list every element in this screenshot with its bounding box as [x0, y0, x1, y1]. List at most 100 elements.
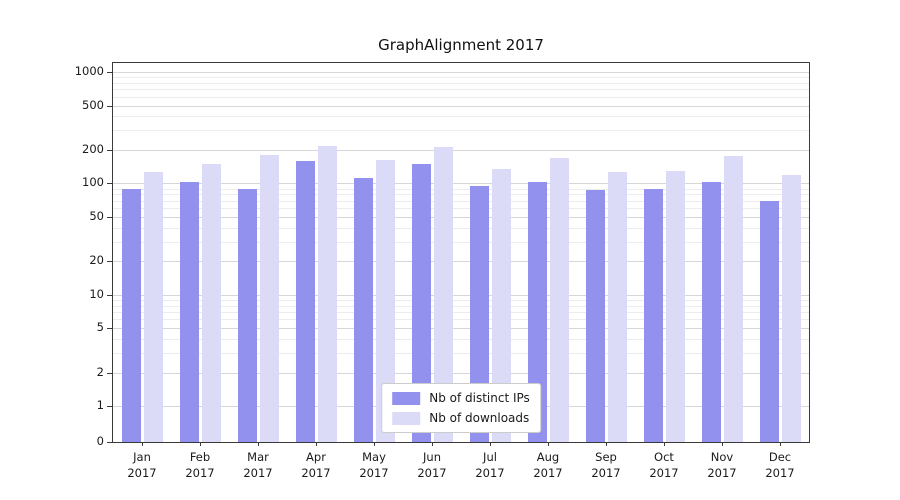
- y-tick-label: 1000: [74, 64, 104, 79]
- gridline: [113, 188, 809, 190]
- bar-downloads: [317, 146, 337, 442]
- y-tick-mark: [107, 149, 112, 151]
- x-tick-mark: [316, 442, 317, 446]
- legend: Nb of distinct IPs Nb of downloads: [381, 383, 541, 433]
- bar-distinct-ips: [759, 200, 779, 442]
- gridline: [113, 208, 809, 210]
- bar-downloads: [665, 170, 685, 442]
- bar-distinct-ips: [411, 163, 431, 442]
- x-tick-mark: [606, 442, 607, 446]
- gridline: [113, 149, 809, 151]
- bar-downloads: [549, 157, 569, 442]
- x-tick-mark: [722, 442, 723, 446]
- bar-distinct-ips: [121, 188, 141, 442]
- x-tick-mark: [200, 442, 201, 446]
- bar-downloads: [607, 172, 627, 442]
- y-tick-label: 10: [89, 286, 104, 301]
- bar-distinct-ips: [353, 177, 373, 442]
- bar-downloads: [375, 159, 395, 442]
- bar-downloads: [433, 147, 453, 442]
- gridline: [113, 130, 809, 132]
- x-tick-mark: [374, 442, 375, 446]
- y-tick-label: 20: [89, 253, 104, 268]
- x-tick-mark: [490, 442, 491, 446]
- gridline: [113, 200, 809, 202]
- y-tick-label: 200: [82, 141, 104, 156]
- y-tick-mark: [107, 406, 112, 407]
- gridline: [113, 96, 809, 98]
- gridline: [113, 299, 809, 301]
- gridline: [113, 261, 809, 263]
- bar-distinct-ips: [295, 160, 315, 442]
- gridline: [113, 216, 809, 218]
- bar-distinct-ips: [469, 185, 489, 442]
- x-tick-label: Mar 2017: [243, 450, 273, 480]
- y-tick-mark: [107, 372, 112, 374]
- y-tick-mark: [107, 294, 112, 296]
- gridline: [113, 352, 809, 354]
- y-tick-label: 1: [96, 398, 104, 412]
- legend-swatch-distinct-ips: [392, 391, 421, 405]
- gridline: [113, 227, 809, 229]
- y-tick-label: 2: [96, 364, 104, 379]
- y-tick-mark: [107, 442, 112, 443]
- gridline: [113, 319, 809, 321]
- x-tick-label: Oct 2017: [649, 450, 679, 480]
- y-tick-label: 5: [96, 320, 104, 335]
- gridline: [113, 89, 809, 91]
- x-tick-label: Jun 2017: [417, 450, 447, 480]
- x-tick-mark: [780, 442, 781, 446]
- gridline: [113, 194, 809, 196]
- bar-downloads: [723, 155, 743, 442]
- x-tick-mark: [432, 442, 433, 446]
- y-tick-label: 100: [82, 175, 104, 190]
- gridline: [113, 183, 809, 185]
- x-tick-label: Jul 2017: [475, 450, 505, 480]
- plot-area: Nb of distinct IPs Nb of downloads: [107, 62, 810, 446]
- bar-downloads: [201, 163, 221, 442]
- gridline: [113, 72, 809, 74]
- gridline: [113, 294, 809, 296]
- y-tick-mark: [107, 216, 112, 218]
- x-tick-label: May 2017: [359, 450, 389, 480]
- bar-distinct-ips: [585, 190, 605, 442]
- gridline: [113, 305, 809, 307]
- gridline: [113, 77, 809, 79]
- bar-distinct-ips: [643, 189, 663, 442]
- x-tick-label: Nov 2017: [707, 450, 737, 480]
- gridline: [113, 241, 809, 243]
- x-tick-label: Apr 2017: [301, 450, 331, 480]
- legend-label-distinct-ips: Nb of distinct IPs: [429, 391, 530, 405]
- bar-downloads: [491, 168, 511, 442]
- bar-downloads: [143, 171, 163, 442]
- legend-item-downloads: Nb of downloads: [392, 410, 530, 426]
- x-tick-mark: [664, 442, 665, 446]
- bar-distinct-ips: [701, 182, 721, 442]
- y-tick-label: 0: [96, 434, 104, 448]
- y-tick-mark: [107, 105, 112, 107]
- bar-downloads: [781, 174, 801, 442]
- x-tick-label: Jan 2017: [127, 450, 157, 480]
- gridline: [113, 116, 809, 118]
- y-tick-mark: [107, 183, 112, 185]
- x-tick-label: Dec 2017: [765, 450, 795, 480]
- y-tick-mark: [107, 72, 112, 74]
- legend-swatch-downloads: [392, 411, 421, 425]
- y-tick-mark: [107, 328, 112, 330]
- gridline: [113, 311, 809, 313]
- legend-label-downloads: Nb of downloads: [429, 411, 530, 425]
- y-tick-label: 50: [89, 208, 104, 223]
- bar-distinct-ips: [237, 188, 257, 442]
- x-tick-label: Sep 2017: [591, 450, 621, 480]
- gridline: [113, 328, 809, 330]
- x-tick-label: Aug 2017: [533, 450, 563, 480]
- bar-downloads: [259, 154, 279, 442]
- legend-item-distinct-ips: Nb of distinct IPs: [392, 390, 530, 406]
- bar-distinct-ips: [527, 182, 547, 442]
- x-tick-label: Feb 2017: [185, 450, 215, 480]
- chart-title: GraphAlignment 2017: [378, 36, 544, 54]
- x-tick-mark: [142, 442, 143, 446]
- bar-distinct-ips: [179, 182, 199, 442]
- gridline: [113, 105, 809, 107]
